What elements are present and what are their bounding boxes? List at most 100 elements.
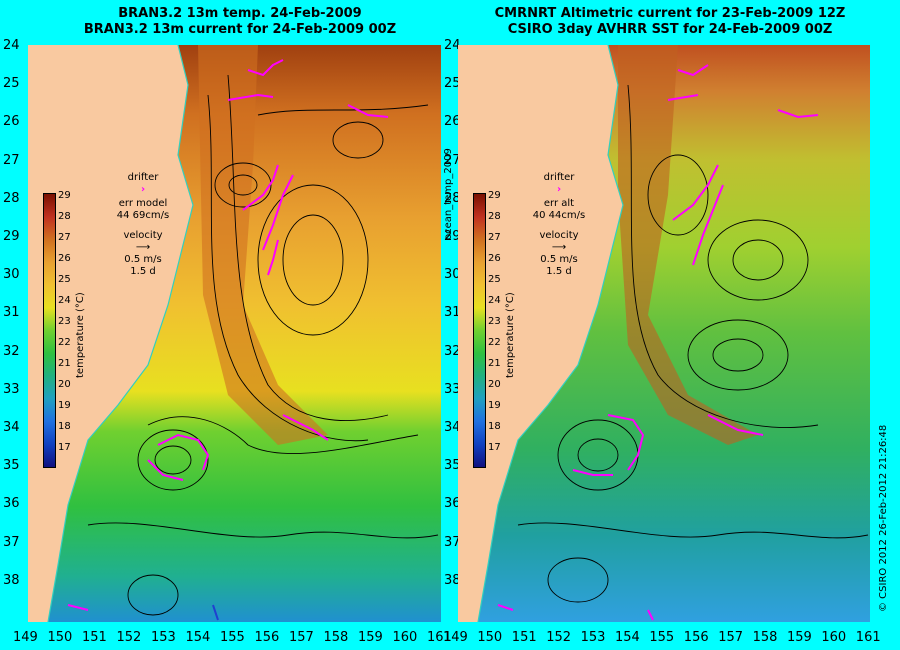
colorbar-tick-label: 29 xyxy=(488,190,501,201)
coastline xyxy=(47,45,194,622)
latitude-label: 36 xyxy=(444,496,461,512)
longitude-label-right: 151 xyxy=(511,630,537,645)
colorbar-tick-label: 27 xyxy=(488,232,501,243)
longitude-label-left: 159 xyxy=(358,630,383,645)
longitude-label-right: 150 xyxy=(477,630,503,645)
velocity-arrow-icon: ⟶ xyxy=(135,242,151,253)
colorbar-tick-label: 17 xyxy=(58,442,71,453)
longitude-label-right: 152 xyxy=(546,630,572,645)
latitude-label: 25 xyxy=(444,76,461,92)
colorbar-tick-label: 19 xyxy=(488,400,501,411)
latitude-label: 34 xyxy=(444,420,461,435)
colorbar-tick-label: 17 xyxy=(488,442,501,453)
colorbar-tick-label: 20 xyxy=(58,379,71,390)
longitude-label-left: 160 xyxy=(392,630,418,645)
latitude-label: 35 xyxy=(444,458,461,474)
speed-label: 0.5 m/s xyxy=(124,254,162,265)
left-title-line1: BRAN3.2 13m temp. 24-Feb-2009 xyxy=(118,6,362,21)
latitude-label: 33 xyxy=(3,381,20,397)
left-title-line2: BRAN3.2 13m current for 24-Feb-2009 00Z xyxy=(83,22,397,37)
velocity-label: velocity xyxy=(539,230,579,241)
latitude-label: 30 xyxy=(444,267,461,283)
longitude-label-right: 160 xyxy=(821,630,847,645)
colorbar-tick-label: 18 xyxy=(58,421,71,432)
colorbar-tick-label: 21 xyxy=(488,358,501,369)
longitude-label-right: 149 xyxy=(443,630,468,645)
latitude-label: 33 xyxy=(444,381,461,397)
longitude-label-left: 151 xyxy=(82,630,107,645)
longitude-label-left: 156 xyxy=(254,630,280,645)
velocity-arrow-icon: ⟶ xyxy=(551,242,567,253)
colorbar-tick-label: 28 xyxy=(488,211,501,222)
latitude-label: 24 xyxy=(3,38,20,53)
drifter-label: drifter xyxy=(127,172,159,183)
latitude-label: 29 xyxy=(444,229,461,244)
colorbar-tick-label: 23 xyxy=(488,316,501,327)
err-label: err alt xyxy=(543,198,575,209)
latitude-label: 32 xyxy=(444,343,461,359)
longitude-label-left: 155 xyxy=(220,630,245,645)
latitude-label: 28 xyxy=(3,190,20,206)
right-map xyxy=(458,45,870,622)
drifter-tracks xyxy=(67,59,389,621)
duration-label: 1.5 d xyxy=(546,266,572,277)
current-streamlines xyxy=(87,74,439,616)
left-map xyxy=(28,45,441,622)
colorbar-tick-label: 21 xyxy=(58,358,71,369)
err-label: err model xyxy=(118,198,168,209)
left-map-svg xyxy=(28,45,441,622)
colorbar-tick-label: 28 xyxy=(58,211,71,222)
warm-current xyxy=(198,45,328,445)
colorbar-tick-label: 24 xyxy=(488,295,501,306)
right-legend: drifter › err alt 40 44cm/s velocity ⟶ 0… xyxy=(524,172,594,278)
colorbar-tick-label: 25 xyxy=(488,274,501,285)
longitude-label-left: 154 xyxy=(185,630,211,645)
drifter-arrow-icon: › xyxy=(140,184,146,195)
latitude-label: 36 xyxy=(3,496,20,512)
duration-label: 1.5 d xyxy=(130,266,156,277)
left-legend: drifter › err model 44 69cm/s velocity ⟶… xyxy=(108,172,178,278)
colorbar-tick-label: 23 xyxy=(58,316,71,327)
longitude-label-left: 153 xyxy=(151,630,176,645)
longitude-label-left: 149 xyxy=(13,630,38,645)
colorbar-tick-label: 20 xyxy=(488,379,501,390)
latitude-label: 27 xyxy=(3,152,20,168)
warm-current xyxy=(618,45,758,445)
right-title: CMRNRT Altimetric current for 23-Feb-200… xyxy=(460,6,880,38)
latitude-label: 26 xyxy=(444,114,461,130)
land xyxy=(458,45,623,622)
latitude-label: 31 xyxy=(444,305,461,321)
latitude-label: 38 xyxy=(444,572,461,588)
latitude-label: 30 xyxy=(3,267,20,283)
coastline xyxy=(477,45,624,622)
right-title-line1: CMRNRT Altimetric current for 23-Feb-200… xyxy=(494,6,846,21)
latitude-label: 32 xyxy=(3,343,20,359)
longitude-label-right: 159 xyxy=(787,630,812,645)
latitude-label: 25 xyxy=(3,76,20,92)
latitude-label: 28 xyxy=(444,190,461,206)
velocity-label: velocity xyxy=(123,230,163,241)
drifter-label: drifter xyxy=(543,172,575,183)
land xyxy=(28,45,193,622)
colorbar-tick-label: 22 xyxy=(488,337,501,348)
right-colorbar-label: temperature (°C) xyxy=(505,292,516,378)
longitude-label-left: 161 xyxy=(427,630,452,645)
latitude-label: 37 xyxy=(444,534,461,550)
latitude-label: 27 xyxy=(444,152,461,168)
longitude-label-right: 156 xyxy=(683,630,709,645)
colorbar-tick-label: 22 xyxy=(58,337,71,348)
copyright: © CSIRO 2012 26-Feb-2012 21:26:48 xyxy=(878,424,889,612)
colorbar-tick-label: 29 xyxy=(58,190,71,201)
longitude-label-right: 158 xyxy=(752,630,778,645)
colorbar-tick-label: 26 xyxy=(58,253,71,264)
err-value: 44 69cm/s xyxy=(116,210,170,221)
colorbar-tick-label: 26 xyxy=(488,253,501,264)
right-title-line2: CSIRO 3day AVHRR SST for 24-Feb-2009 00Z xyxy=(507,22,833,37)
longitude-label-right: 154 xyxy=(615,630,640,645)
right-colorbar xyxy=(473,193,486,468)
longitude-label-left: 150 xyxy=(47,630,73,645)
left-colorbar xyxy=(43,193,56,468)
colorbar-tick-label: 25 xyxy=(58,274,71,285)
colorbar-tick-label: 19 xyxy=(58,400,71,411)
latitude-label: 24 xyxy=(444,38,461,53)
